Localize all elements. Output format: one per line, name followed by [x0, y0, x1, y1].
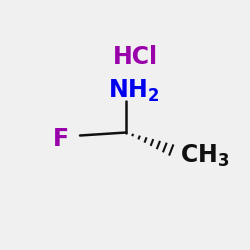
Text: HCl: HCl — [112, 46, 158, 70]
Text: F: F — [53, 127, 69, 151]
Text: $\mathregular{CH_3}$: $\mathregular{CH_3}$ — [180, 143, 230, 169]
Text: $\mathregular{NH_2}$: $\mathregular{NH_2}$ — [108, 78, 160, 104]
